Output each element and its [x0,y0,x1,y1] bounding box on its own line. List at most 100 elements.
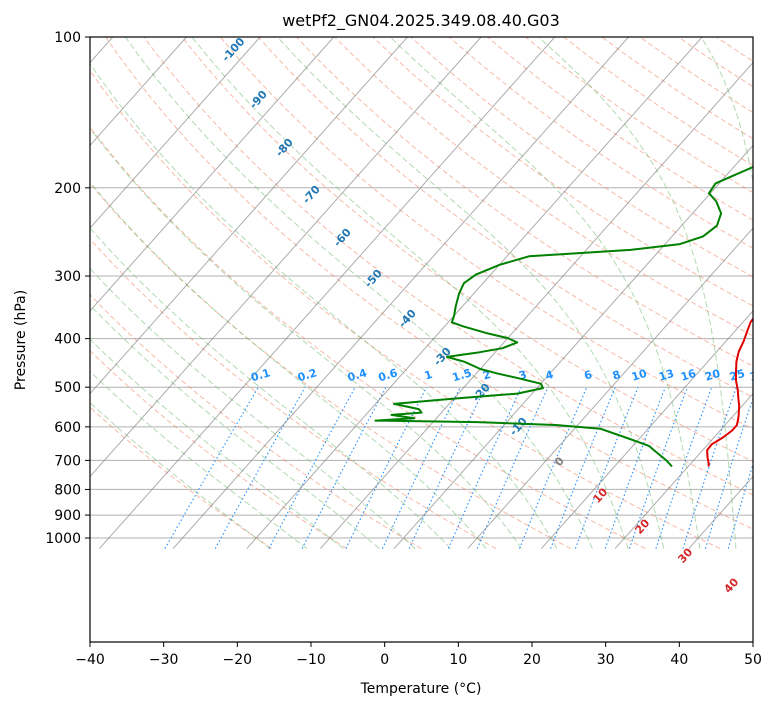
y-tick-label: 600 [54,420,81,436]
mixing-ratio-line [574,386,639,549]
dry-adiabat [143,37,753,496]
mixing-ratio-label: 13 [657,367,675,384]
moist-adiabat [90,267,416,549]
mixing-ratio-line [476,386,549,549]
dry-adiabat-label: 20 [632,516,652,536]
mixing-ratio-line [604,386,666,549]
isotherm [688,475,753,549]
moist-adiabat-label: -80 [273,136,296,160]
isotherm [393,144,753,549]
y-tick-label: 400 [54,332,81,348]
isotherm [90,37,335,312]
moist-adiabat-label: -50 [362,267,385,291]
isotherm [246,37,703,549]
mixing-ratio-line [268,386,356,549]
dry-adiabat [563,37,753,167]
x-tick-label: 20 [523,652,541,668]
y-tick-label: 200 [54,181,81,197]
moist-adiabat [191,37,629,549]
dry-adiabat [487,37,753,221]
mixing-ratio-label: 4 [544,368,555,383]
mixing-ratio-line [381,386,461,549]
dry-adiabat [90,126,646,550]
moist-adiabat-label: 0 [552,454,567,469]
dry-adiabat [90,349,347,550]
x-axis-label: Temperature (°C) [360,681,482,697]
moist-adiabat [90,227,452,549]
plot-area: 0.1 0.2 0.4 0.6 1 1.5 2 3 4 6 8 10 13 16 20 25 30 36-100-… [90,35,775,596]
x-tick-label: 40 [670,652,688,668]
y-axis-label: Pressure (hPa) [13,290,29,390]
moist-adiabat [90,401,271,549]
x-tick-label: 50 [744,652,762,668]
mixing-ratio-label: 2 [481,368,492,383]
moist-adiabat-label: -90 [247,88,270,112]
dry-adiabat [410,37,753,278]
moist-adiabat-label: -100 [219,35,247,64]
x-tick-label: 0 [380,652,389,668]
mixing-ratio-label: 30 [748,367,767,384]
mixing-ratio-label: 0.4 [346,366,369,384]
chart-title: wetPf2_GN04.2025.349.08.40.G03 [282,11,560,31]
isotherm [90,37,408,395]
mixing-ratio-label: 0.1 [249,366,271,384]
dry-adiabat [105,37,753,530]
mixing-ratio-line [214,386,306,549]
dry-adiabat [755,37,775,549]
mixing-ratio-line [447,386,522,549]
mixing-ratio-label: 0.6 [377,366,400,384]
moist-adiabat [90,338,344,549]
temperature-profile [706,317,753,467]
dry-adiabat [90,69,721,550]
moist-adiabat [90,370,308,549]
dry-adiabat [90,182,571,550]
isotherm [320,61,753,549]
moist-adiabat [90,62,558,549]
dry-adiabat-label: 10 [590,485,610,505]
x-tick-label: −10 [296,652,326,668]
mixing-ratio-line [655,387,713,549]
y-tick-label: 900 [54,508,81,524]
dry-adiabat [334,37,753,337]
x-tick-label: 10 [449,652,467,668]
dry-adiabat [258,37,753,398]
mixing-ratio-label: 1.5 [451,366,473,384]
mixing-ratio-line [704,396,753,549]
isotherm [90,37,261,229]
x-tick-label: −40 [75,652,105,668]
isotherm [172,37,629,549]
plot-frame [89,36,754,643]
y-tick-label: 700 [54,453,81,469]
mixing-ratio-line [682,387,737,549]
y-tick-label: 800 [54,482,81,498]
mixing-ratio-line [408,386,486,549]
moist-adiabat [90,127,522,549]
mixing-ratio-label: 10 [630,367,649,384]
mixing-ratio-label: 20 [703,367,722,384]
isotherm [541,310,753,549]
moist-adiabat-label: -70 [300,183,323,207]
isotherm [614,392,753,549]
moist-adiabat [700,37,753,186]
moist-adiabat-label: -20 [470,381,493,405]
x-tick-label: 30 [597,652,615,668]
mixing-ratio-line [727,462,753,549]
y-axis-ticks: 100 200 300 400 500 600 700 800 900 1000 [45,30,90,547]
mixing-ratio-line [164,386,259,549]
isotherm [762,37,775,549]
moist-adiabat [277,37,665,549]
dry-adiabat [219,37,753,430]
isotherm [99,37,556,549]
dry-adiabat-label: 30 [675,545,695,565]
dry-adiabat [372,37,753,307]
pressure-gridlines [90,37,753,539]
moist-adiabat [90,181,487,549]
y-tick-label: 100 [54,30,81,46]
mixing-ratio-label: 3 [517,368,528,383]
mixing-ratio-label: 0.2 [296,366,318,384]
x-axis-ticks: −40 −30 −20 −10 0 10 20 30 40 50 [75,642,762,668]
isotherms [90,37,775,549]
x-tick-label: −30 [149,652,179,668]
mixing-ratio-lines [164,386,753,549]
